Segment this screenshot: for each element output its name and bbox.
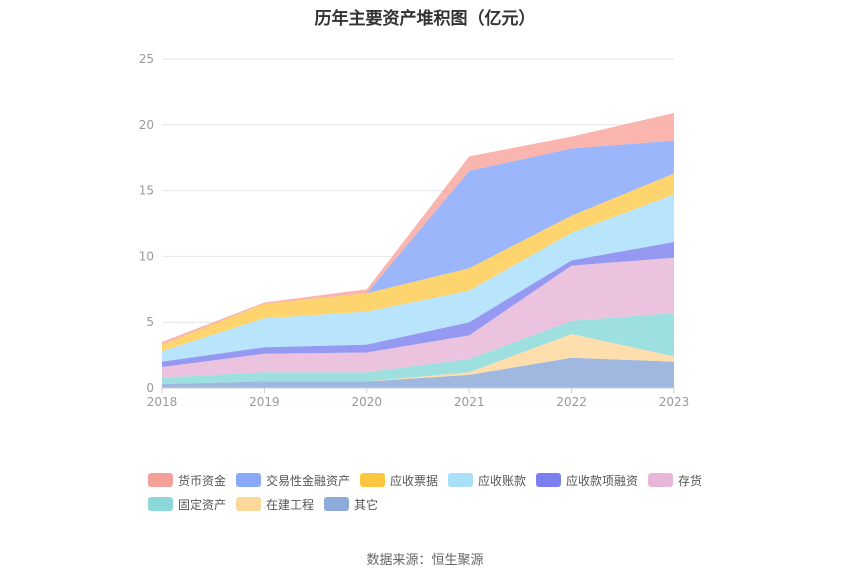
legend-item[interactable]: 其它 xyxy=(324,496,378,512)
x-tick-label: 2019 xyxy=(249,395,280,409)
legend-item[interactable]: 货币资金 xyxy=(148,472,226,488)
axes: 0 5 10 15 20 25 2018 2019 2020 2021 2022 2023 xyxy=(139,52,690,409)
legend-label: 交易性金融资产 xyxy=(266,473,351,488)
x-tick-label: 2020 xyxy=(352,395,383,409)
area-交易性金融资产 xyxy=(162,140,674,345)
legend-label: 其它 xyxy=(354,497,379,512)
data-source-note: 数据来源：恒生聚源 xyxy=(366,553,484,568)
legend-item[interactable]: 存货 xyxy=(648,472,702,488)
legend-label: 在建工程 xyxy=(266,497,315,512)
area-应收账款 xyxy=(162,194,674,362)
legend-swatch xyxy=(324,497,349,511)
x-tick-label: 2023 xyxy=(659,395,690,409)
area-货币资金 xyxy=(162,112,674,345)
y-tick-label: 25 xyxy=(139,52,154,66)
x-tick-label: 2021 xyxy=(454,395,485,409)
legend-item[interactable]: 在建工程 xyxy=(236,496,314,512)
x-tick-label: 2018 xyxy=(147,395,178,409)
legend-swatch xyxy=(236,497,261,511)
area-应收票据 xyxy=(162,173,674,352)
legend-item[interactable]: 交易性金融资产 xyxy=(236,472,350,488)
legend-label: 应收票据 xyxy=(390,473,439,488)
legend-label: 应收账款 xyxy=(478,473,527,488)
x-tick-label: 2022 xyxy=(556,395,587,409)
legend-swatch xyxy=(148,473,173,487)
legend-label: 存货 xyxy=(678,473,703,488)
area-其它 xyxy=(162,357,674,388)
legend-item[interactable]: 固定资产 xyxy=(148,496,226,512)
legend-swatch xyxy=(148,497,173,511)
area-应收款项融资 xyxy=(162,241,674,367)
y-tick-label: 20 xyxy=(139,118,154,132)
y-tick-label: 0 xyxy=(146,381,154,395)
legend-item[interactable]: 应收账款 xyxy=(448,472,526,488)
legend-label: 应收款项融资 xyxy=(566,473,639,488)
area-存货 xyxy=(162,257,674,378)
y-tick-label: 5 xyxy=(146,315,154,329)
legend-label: 固定资产 xyxy=(178,497,227,512)
legend-item[interactable]: 应收票据 xyxy=(360,472,438,488)
legend-swatch xyxy=(448,473,473,487)
legend-item[interactable]: 应收款项融资 xyxy=(536,472,638,488)
legend-swatch xyxy=(360,473,385,487)
stacked-area-chart: 0 5 10 15 20 25 2018 2019 2020 2021 2022 2023 xyxy=(139,52,690,409)
chart-title: 历年主要资产堆积图（亿元） xyxy=(314,9,536,29)
legend-swatch xyxy=(236,473,261,487)
area-在建工程 xyxy=(162,334,674,385)
area-固定资产 xyxy=(162,312,674,385)
y-tick-label: 15 xyxy=(139,184,154,198)
legend-label: 货币资金 xyxy=(178,473,227,488)
legend-swatch xyxy=(648,473,673,487)
area-series xyxy=(162,112,674,388)
y-tick-label: 10 xyxy=(139,249,154,263)
legend-swatch xyxy=(536,473,561,487)
